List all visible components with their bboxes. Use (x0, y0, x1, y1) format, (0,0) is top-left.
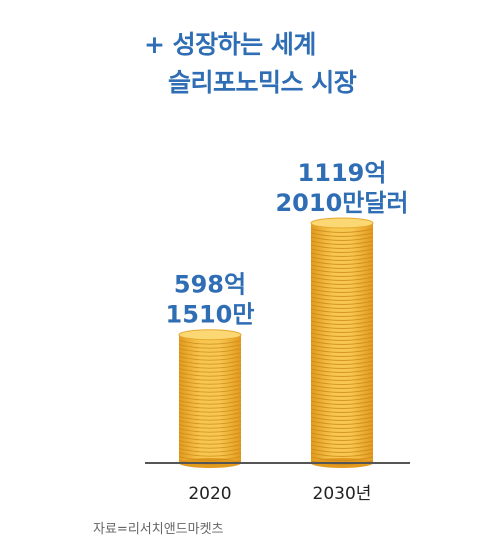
x-tick-label-2020: 2020 (188, 484, 231, 504)
data-label-2030년-detail: 2010만달러 (275, 189, 408, 217)
chart-title: + 성장하는 세계 슬리포노믹스 시장 (144, 26, 357, 102)
coin-stack-bar-2030년 (310, 217, 374, 468)
title-line-2: 슬리포노믹스 시장 (168, 68, 357, 97)
data-label-2020-amount: 598억 (174, 271, 246, 299)
source-note: 자료=리서치앤드마켓츠 (93, 522, 224, 537)
data-label-2030년-amount: 1119억 (298, 159, 387, 187)
coin-stack-bar-2020 (178, 329, 242, 468)
data-label-2020-detail: 1510만 (166, 301, 255, 329)
title-line-1: + 성장하는 세계 (144, 30, 316, 59)
x-tick-label-2030년: 2030년 (313, 484, 372, 504)
